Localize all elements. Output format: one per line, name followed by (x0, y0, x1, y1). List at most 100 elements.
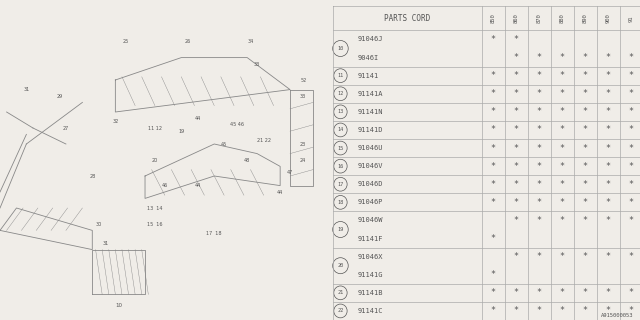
Text: *: * (491, 180, 496, 189)
Text: 91: 91 (628, 15, 634, 22)
Text: 27: 27 (63, 125, 69, 131)
Text: *: * (628, 107, 634, 116)
Text: *: * (628, 71, 634, 80)
Text: 24: 24 (300, 157, 307, 163)
Text: *: * (536, 252, 541, 261)
Text: *: * (582, 125, 588, 134)
Text: *: * (536, 180, 541, 189)
Text: 31: 31 (23, 87, 29, 92)
Text: 91141G: 91141G (358, 272, 383, 278)
Text: 23: 23 (300, 141, 307, 147)
Text: 13: 13 (337, 109, 344, 114)
Text: 890: 890 (582, 13, 588, 23)
Text: 47: 47 (287, 170, 293, 175)
Text: *: * (536, 162, 541, 171)
Text: 15: 15 (337, 146, 344, 150)
Text: 46: 46 (162, 183, 168, 188)
Text: *: * (582, 307, 588, 316)
Text: 25: 25 (122, 39, 129, 44)
Text: *: * (536, 198, 541, 207)
Text: 10: 10 (115, 303, 122, 308)
Text: 19: 19 (178, 129, 184, 134)
Text: 9046I: 9046I (358, 54, 379, 60)
Text: 21 22: 21 22 (257, 138, 271, 143)
Text: 91046U: 91046U (358, 145, 383, 151)
Text: *: * (582, 89, 588, 98)
Text: *: * (559, 198, 564, 207)
Text: 91046W: 91046W (358, 218, 383, 223)
Text: *: * (536, 216, 541, 225)
Text: 91046P: 91046P (358, 199, 383, 205)
Text: *: * (491, 125, 496, 134)
Text: *: * (559, 144, 564, 153)
Text: *: * (491, 35, 496, 44)
Text: *: * (514, 107, 518, 116)
Text: *: * (605, 252, 611, 261)
Text: *: * (559, 252, 564, 261)
Text: 20: 20 (152, 157, 158, 163)
Text: *: * (559, 162, 564, 171)
Text: *: * (559, 53, 564, 62)
Text: 10: 10 (337, 46, 344, 51)
Text: 91046D: 91046D (358, 181, 383, 187)
Text: *: * (582, 71, 588, 80)
Text: 52: 52 (300, 77, 307, 83)
Text: 14: 14 (337, 127, 344, 132)
Text: *: * (582, 216, 588, 225)
Text: *: * (514, 252, 518, 261)
Text: 45: 45 (221, 141, 227, 147)
Text: 16: 16 (337, 164, 344, 169)
Text: 860: 860 (514, 13, 518, 23)
Text: 17  18: 17 18 (207, 231, 222, 236)
Text: *: * (491, 107, 496, 116)
Text: *: * (559, 71, 564, 80)
Text: *: * (605, 216, 611, 225)
Text: *: * (491, 234, 496, 243)
Text: *: * (536, 125, 541, 134)
Text: *: * (559, 125, 564, 134)
Text: *: * (628, 144, 634, 153)
Text: *: * (605, 288, 611, 297)
Text: 91046J: 91046J (358, 36, 383, 43)
Text: 91141B: 91141B (358, 290, 383, 296)
Text: *: * (514, 288, 518, 297)
Text: 44: 44 (195, 116, 201, 121)
Text: *: * (536, 53, 541, 62)
Text: *: * (628, 89, 634, 98)
Text: *: * (514, 53, 518, 62)
Text: *: * (514, 162, 518, 171)
Text: *: * (628, 180, 634, 189)
Text: *: * (536, 107, 541, 116)
Text: *: * (536, 144, 541, 153)
Text: *: * (559, 89, 564, 98)
Text: 48: 48 (244, 157, 250, 163)
Text: *: * (582, 53, 588, 62)
Text: 11: 11 (337, 73, 344, 78)
Text: 12: 12 (337, 91, 344, 96)
Text: *: * (605, 162, 611, 171)
Text: *: * (491, 144, 496, 153)
Text: *: * (559, 307, 564, 316)
Text: 44: 44 (277, 189, 284, 195)
Text: 20: 20 (337, 263, 344, 268)
Text: 33: 33 (254, 61, 260, 67)
Text: 91141F: 91141F (358, 236, 383, 242)
Text: *: * (628, 53, 634, 62)
Text: 45 46: 45 46 (230, 122, 244, 127)
Text: 29: 29 (56, 93, 62, 99)
Text: 30: 30 (96, 221, 102, 227)
Text: 91141A: 91141A (358, 91, 383, 97)
Text: *: * (628, 198, 634, 207)
Text: *: * (605, 53, 611, 62)
Text: 870: 870 (536, 13, 541, 23)
Text: *: * (582, 162, 588, 171)
Text: 26: 26 (185, 39, 191, 44)
Text: *: * (491, 89, 496, 98)
Text: *: * (628, 288, 634, 297)
Text: A915000053: A915000053 (602, 313, 634, 318)
Text: *: * (514, 144, 518, 153)
Text: *: * (514, 89, 518, 98)
Text: *: * (514, 180, 518, 189)
Text: *: * (582, 198, 588, 207)
Text: *: * (536, 288, 541, 297)
